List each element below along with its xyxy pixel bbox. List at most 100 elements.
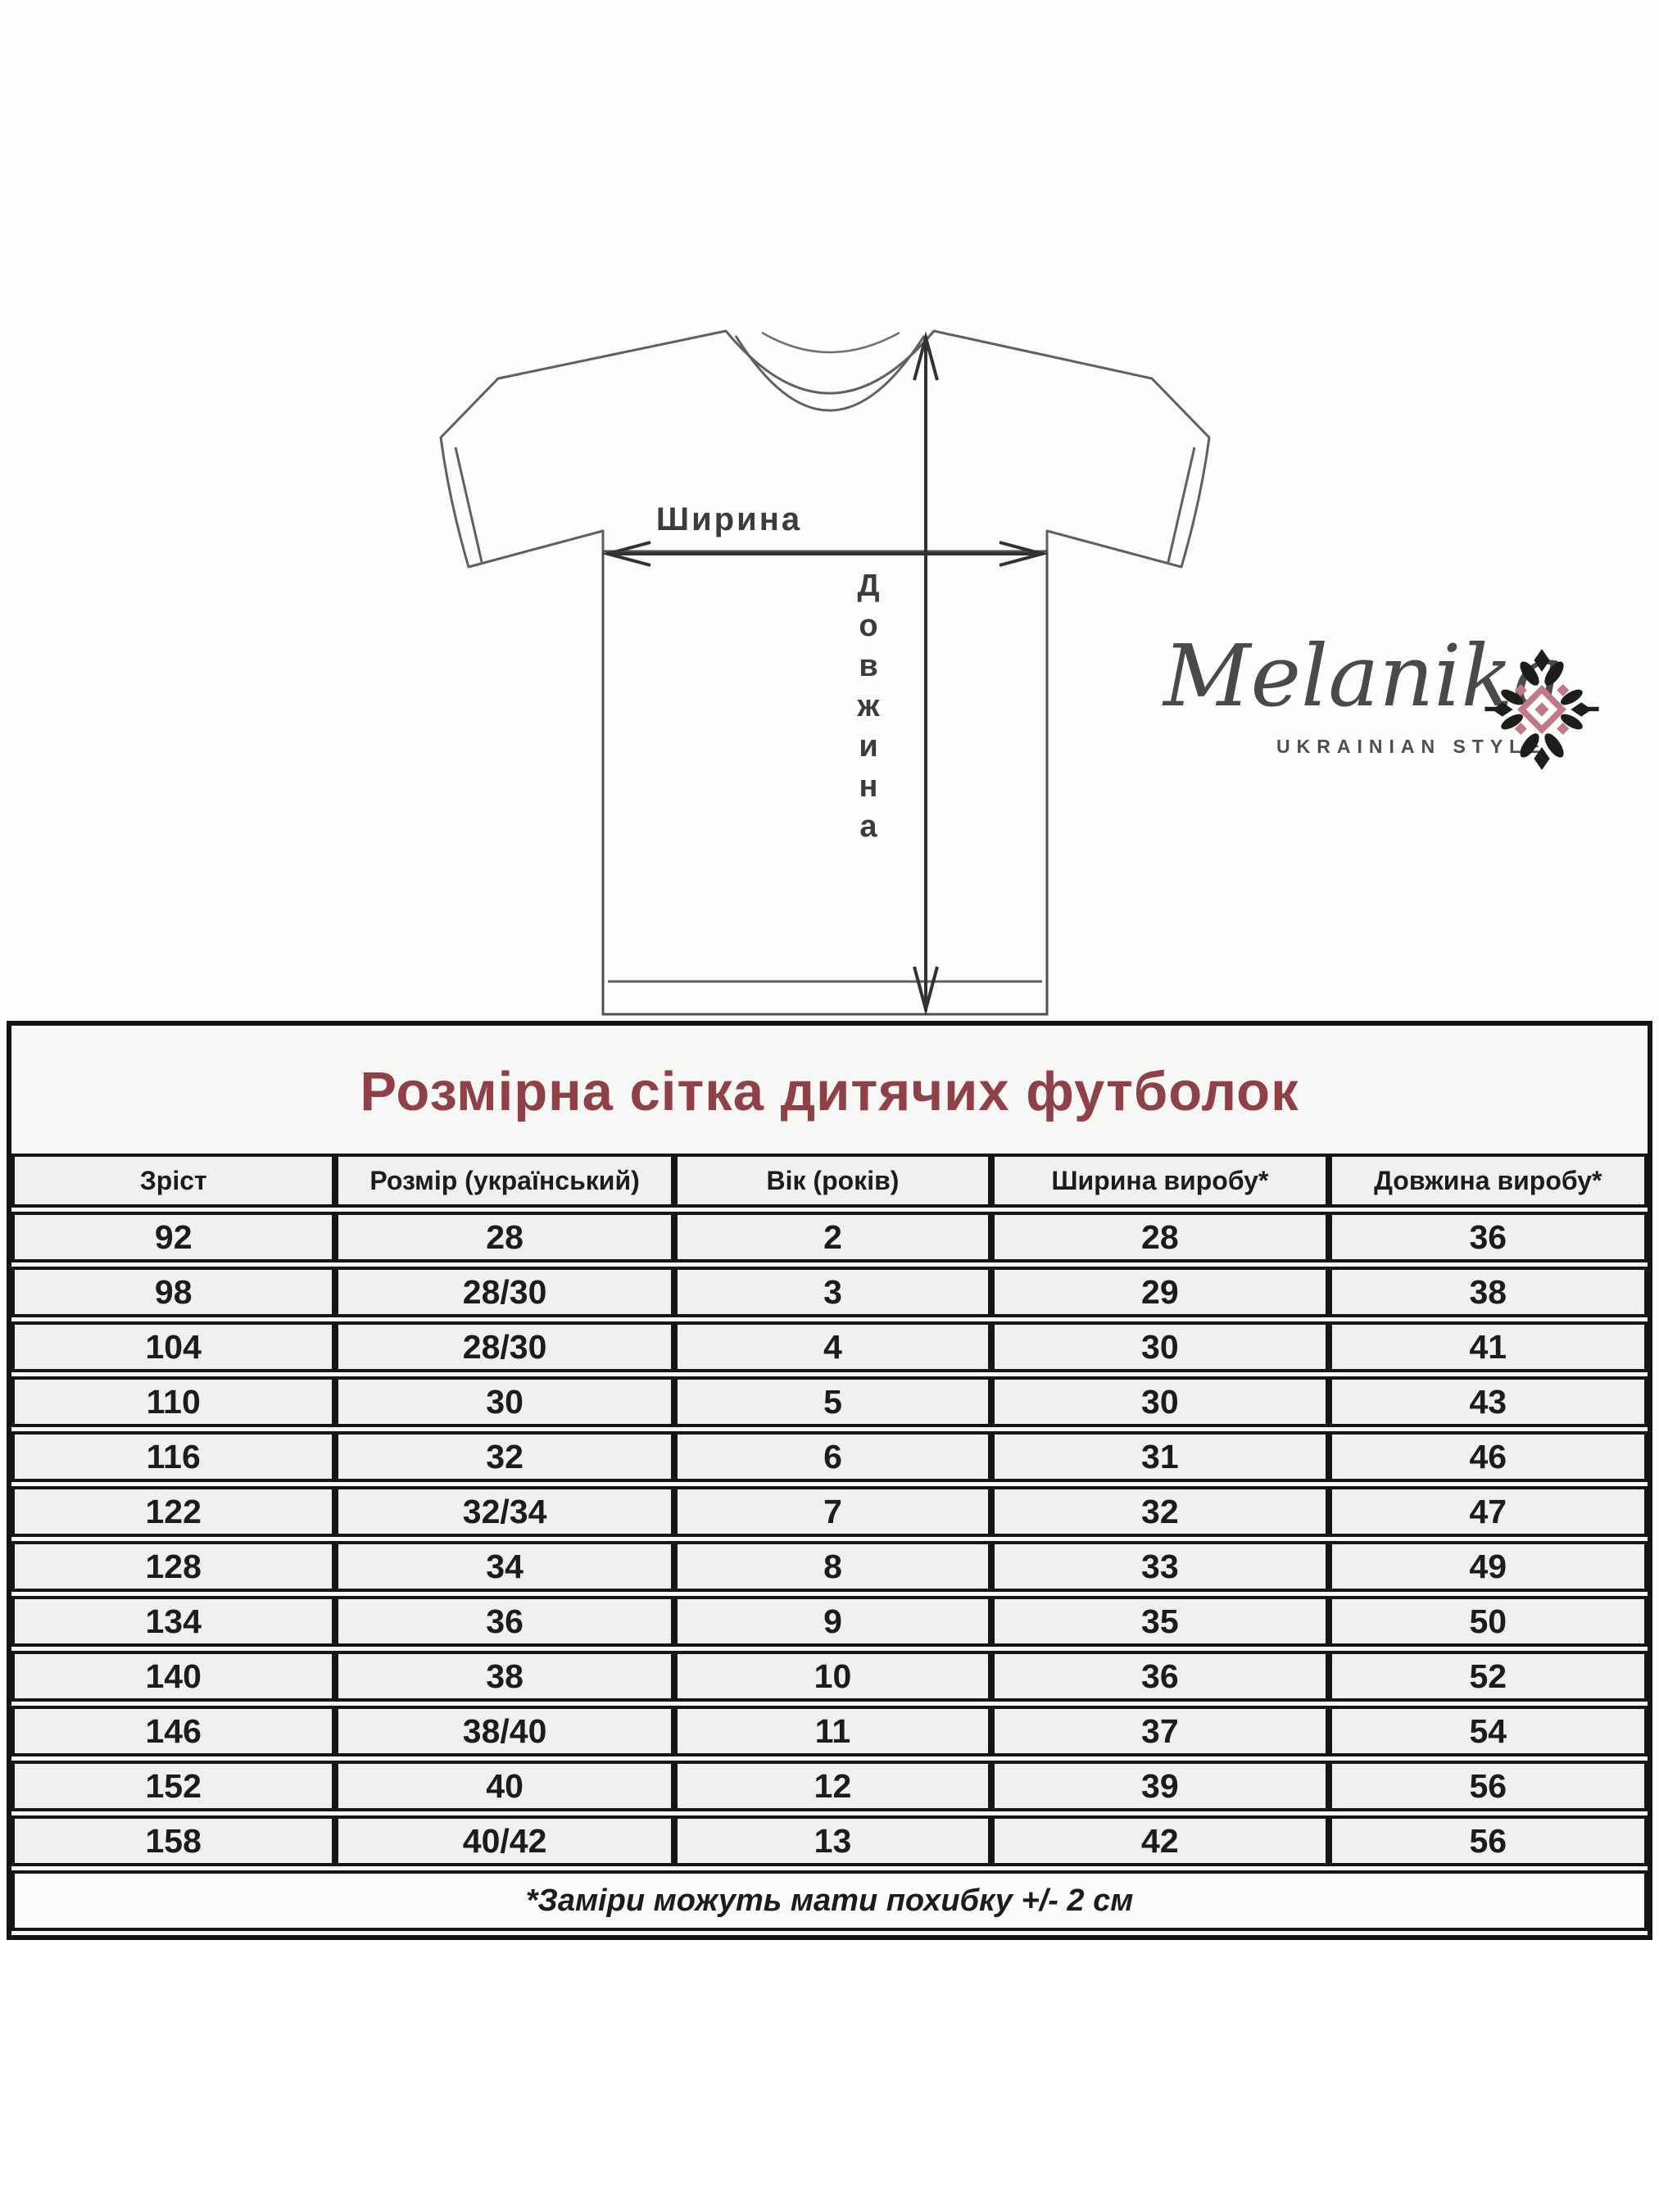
col-header-product-width: Ширина виробу*	[991, 1154, 1329, 1208]
cell-product-width: 30	[991, 1376, 1329, 1427]
table-row: 140 38 10 36 52	[11, 1651, 1648, 1702]
cell-product-width: 33	[991, 1541, 1329, 1592]
cell-height: 110	[11, 1376, 336, 1427]
left-cuff-seam	[454, 446, 483, 563]
cell-height: 116	[11, 1431, 336, 1482]
cell-size: 28/30	[335, 1267, 674, 1317]
measurement-diagram: Ширина Довжина Melanika UKRAINIAN STYLE	[0, 0, 1659, 1021]
cell-height: 158	[11, 1815, 336, 1866]
collar-back-arc	[761, 331, 900, 354]
cell-size: 40	[335, 1761, 674, 1811]
cell-height: 140	[11, 1651, 336, 1702]
cell-height: 104	[11, 1321, 336, 1372]
cell-age: 8	[673, 1541, 992, 1592]
cell-height: 146	[11, 1706, 336, 1756]
table-row: 110 30 5 30 43	[11, 1376, 1648, 1427]
cell-product-length: 41	[1328, 1321, 1648, 1372]
cell-product-width: 28	[991, 1212, 1329, 1262]
cell-product-width: 37	[991, 1706, 1329, 1756]
cell-product-length: 54	[1328, 1706, 1648, 1756]
cell-height: 128	[11, 1541, 336, 1592]
col-header-product-length: Довжина виробу*	[1328, 1154, 1648, 1208]
col-header-size: Розмір (український)	[335, 1154, 674, 1208]
length-arrowhead-bottom	[913, 966, 939, 1016]
cell-height: 98	[11, 1267, 336, 1317]
cell-height: 92	[11, 1212, 336, 1262]
cell-product-width: 29	[991, 1267, 1329, 1317]
table-row: 98 28/30 3 29 38	[11, 1267, 1648, 1317]
cell-height: 134	[11, 1596, 336, 1647]
table-row: 134 36 9 35 50	[11, 1596, 1648, 1647]
cell-age: 6	[673, 1431, 992, 1482]
cell-size: 38/40	[335, 1706, 674, 1756]
cell-age: 12	[673, 1761, 992, 1811]
right-cuff-seam	[1167, 446, 1196, 563]
cell-size: 36	[335, 1596, 674, 1647]
cell-size: 32	[335, 1431, 674, 1482]
cell-size: 38	[335, 1651, 674, 1702]
cell-size: 30	[335, 1376, 674, 1427]
width-arrowhead-left	[601, 541, 651, 567]
cell-age: 5	[673, 1376, 992, 1427]
cell-product-length: 56	[1328, 1761, 1648, 1811]
cell-age: 4	[673, 1321, 992, 1372]
cell-size: 32/34	[335, 1486, 674, 1537]
cell-product-length: 47	[1328, 1486, 1648, 1537]
brand-tagline: UKRAINIAN STYLE	[1276, 736, 1547, 757]
cell-product-width: 39	[991, 1761, 1329, 1811]
tshirt-body-path	[439, 329, 1211, 1016]
cell-age: 9	[673, 1596, 992, 1647]
cell-product-width: 35	[991, 1596, 1329, 1647]
cell-product-length: 46	[1328, 1431, 1648, 1482]
cell-product-length: 36	[1328, 1212, 1648, 1262]
cell-age: 10	[673, 1651, 992, 1702]
cell-age: 7	[673, 1486, 992, 1537]
table-row: 128 34 8 33 49	[11, 1541, 1648, 1592]
cell-product-length: 38	[1328, 1267, 1648, 1317]
table-row: 158 40/42 13 42 56	[11, 1815, 1648, 1866]
cell-size: 34	[335, 1541, 674, 1592]
cell-product-length: 52	[1328, 1651, 1648, 1702]
cell-product-length: 50	[1328, 1596, 1648, 1647]
length-arrowhead-top	[913, 331, 939, 381]
measurement-rectangle	[601, 550, 1049, 1016]
table-row: 92 28 2 28 36	[11, 1212, 1648, 1262]
cell-product-width: 36	[991, 1651, 1329, 1702]
col-header-height: Зріст	[11, 1154, 336, 1208]
cell-product-width: 42	[991, 1815, 1329, 1866]
table-row: 152 40 12 39 56	[11, 1761, 1648, 1811]
cell-age: 11	[673, 1706, 992, 1756]
cell-product-width: 31	[991, 1431, 1329, 1482]
cell-size: 28	[335, 1212, 674, 1262]
footnote: *Заміри можуть мати похибку +/- 2 см	[11, 1870, 1648, 1931]
size-chart: Розмірна сітка дитячих футболок Зріст Ро…	[7, 1021, 1652, 1940]
table-row: 104 28/30 4 30 41	[11, 1321, 1648, 1372]
table-body: 92 28 2 28 36 98 28/30 3 29 38 104 28/30…	[11, 1212, 1648, 1866]
cell-product-width: 30	[991, 1321, 1329, 1372]
collar-inner-arc	[734, 335, 926, 412]
cell-age: 2	[673, 1212, 992, 1262]
cell-size: 28/30	[335, 1321, 674, 1372]
cell-product-length: 49	[1328, 1541, 1648, 1592]
cell-age: 3	[673, 1267, 992, 1317]
width-arrowhead-right	[999, 541, 1049, 567]
header-row: Зріст Розмір (український) Вік (років) Ш…	[11, 1154, 1648, 1208]
tshirt-outline-drawing	[439, 329, 1211, 1016]
table-row: 146 38/40 11 37 54	[11, 1706, 1648, 1756]
width-measure-label: Ширина	[655, 501, 803, 537]
col-header-age: Вік (років)	[673, 1154, 992, 1208]
size-chart-title: Розмірна сітка дитячих футболок	[360, 1061, 1299, 1122]
cell-height: 152	[11, 1761, 336, 1811]
cell-product-length: 56	[1328, 1815, 1648, 1866]
size-table: Зріст Розмір (український) Вік (років) Ш…	[11, 1149, 1648, 1935]
footnote-row: *Заміри можуть мати похибку +/- 2 см	[11, 1870, 1648, 1931]
cell-product-length: 43	[1328, 1376, 1648, 1427]
length-measure-label: Довжина	[851, 569, 886, 850]
cell-height: 122	[11, 1486, 336, 1537]
vyshyvanka-ornament-icon	[1484, 649, 1599, 770]
table-row: 122 32/34 7 32 47	[11, 1486, 1648, 1537]
cell-size: 40/42	[335, 1815, 674, 1866]
cell-age: 13	[673, 1815, 992, 1866]
brand-logo: Melanika UKRAINIAN STYLE	[1163, 629, 1630, 780]
cell-product-width: 32	[991, 1486, 1329, 1537]
